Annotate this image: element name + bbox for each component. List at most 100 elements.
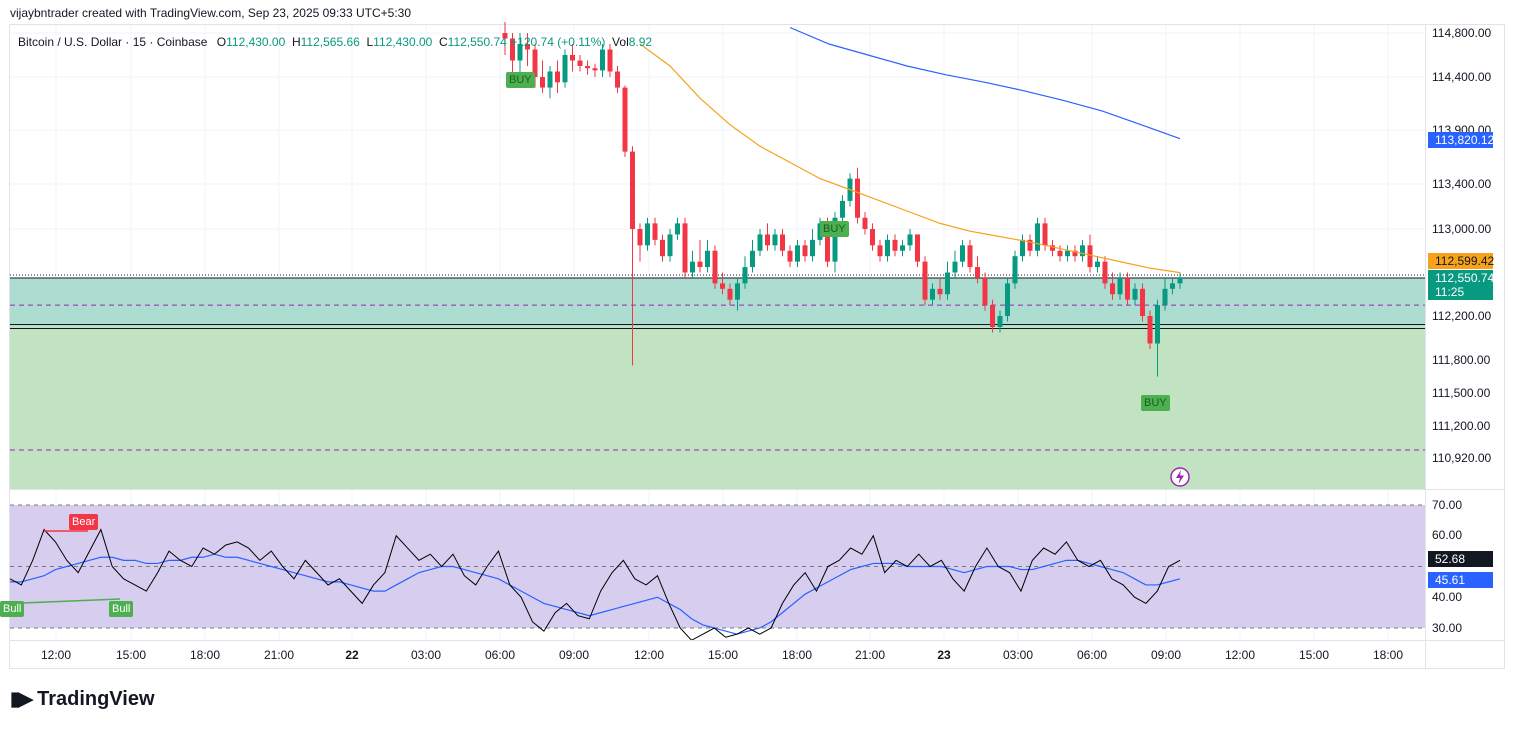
candle-body bbox=[592, 68, 598, 71]
time-tick-label: 15:00 bbox=[115, 648, 147, 662]
time-tick-label: 15:00 bbox=[707, 648, 739, 662]
candle-body bbox=[547, 71, 553, 88]
candle-body bbox=[1087, 245, 1093, 268]
candle-body bbox=[802, 245, 808, 257]
ohlc-legend: Bitcoin / U.S. Dollar · 15 · Coinbase O1… bbox=[18, 35, 652, 49]
candle-body bbox=[600, 49, 605, 71]
price-tick-label: 114,400.00 bbox=[1432, 70, 1492, 84]
candle-body bbox=[765, 234, 770, 246]
candle-body bbox=[1102, 261, 1108, 284]
candle-body bbox=[1072, 250, 1078, 257]
candle-body bbox=[1020, 239, 1025, 257]
price-tick-label: 111,500.00 bbox=[1432, 386, 1491, 400]
candle-body bbox=[1162, 288, 1168, 306]
candle-body bbox=[900, 245, 905, 251]
candle-body bbox=[660, 239, 665, 257]
ma-fast-line bbox=[639, 43, 1181, 274]
candle-body bbox=[1117, 277, 1123, 295]
buy-signal-2-label: BUY bbox=[823, 223, 846, 235]
candle-body bbox=[757, 234, 763, 251]
candle-body bbox=[952, 261, 958, 273]
candle-body bbox=[1170, 283, 1175, 289]
time-tick-label: 12:00 bbox=[40, 648, 72, 662]
time-tick-label: 12:00 bbox=[1224, 648, 1256, 662]
candle-body bbox=[577, 60, 583, 66]
bull-signal-2-label: Bull bbox=[112, 603, 131, 615]
lightning-icon[interactable] bbox=[1169, 466, 1191, 488]
bull-signal-1: Bull bbox=[0, 601, 25, 617]
ma-slow-line bbox=[789, 26, 1181, 140]
candle-body bbox=[1050, 245, 1055, 251]
time-tick-label: 21:00 bbox=[263, 648, 295, 662]
pane-separator[interactable] bbox=[9, 489, 1505, 490]
candle-body bbox=[840, 200, 845, 218]
price-tick-label: 111,200.00 bbox=[1432, 419, 1491, 433]
candle-body bbox=[645, 223, 650, 246]
candle-body bbox=[750, 250, 755, 268]
candle-body bbox=[720, 283, 725, 289]
price-tick-label: 113,400.00 bbox=[1432, 177, 1492, 191]
price-tick-label: 114,800.00 bbox=[1432, 26, 1492, 40]
candle-body bbox=[1065, 250, 1070, 257]
high-label: H bbox=[291, 35, 301, 49]
candle-body bbox=[772, 234, 778, 246]
rsi-ma-line bbox=[10, 553, 1181, 635]
last-price-badge: 112,550.74 11:25 bbox=[1428, 270, 1495, 300]
rsi-tick-label: 30.00 bbox=[1432, 621, 1463, 635]
last-price-value: 112,550.74 bbox=[1435, 271, 1495, 285]
price-tick-label: 113,000.00 bbox=[1432, 222, 1492, 236]
candle-body bbox=[630, 151, 635, 229]
candle-body bbox=[810, 239, 815, 257]
rsi-tick-label: 40.00 bbox=[1432, 590, 1463, 604]
bull-divergence-line bbox=[21, 598, 121, 604]
candle-body bbox=[1042, 223, 1048, 246]
ma-slow-value: 113,820.12 bbox=[1435, 133, 1495, 147]
brand-name: TradingView bbox=[37, 688, 155, 710]
candle-body bbox=[1080, 245, 1085, 257]
tradingview-logo[interactable]: ▮▶ TradingView bbox=[10, 688, 155, 711]
candle-body bbox=[945, 272, 950, 295]
rsi-ma-value: 45.61 bbox=[1435, 573, 1466, 587]
candle-body bbox=[1132, 288, 1138, 300]
candle-body bbox=[982, 277, 988, 306]
rsi-badge: 52.68 bbox=[1428, 551, 1493, 567]
candle-body bbox=[1035, 223, 1040, 251]
close-value: 112,550.74 bbox=[447, 35, 507, 49]
candle-body bbox=[855, 178, 860, 218]
symbol-title: Bitcoin / U.S. Dollar · 15 · Coinbase bbox=[18, 35, 208, 49]
change-value: +120.74 (+0.11%) bbox=[510, 35, 606, 49]
candle-body bbox=[922, 261, 928, 300]
rsi-ma-badge: 45.61 bbox=[1428, 572, 1493, 588]
low-value: 112,430.00 bbox=[373, 35, 433, 49]
ma-fast-value: 112,599.42 bbox=[1435, 254, 1495, 268]
candle-body bbox=[1012, 256, 1018, 284]
volume-label: Vol bbox=[612, 35, 629, 49]
candle-body bbox=[622, 87, 628, 152]
high-value: 112,565.66 bbox=[300, 35, 360, 49]
bull-signal-2: Bull bbox=[109, 601, 134, 617]
candle-body bbox=[667, 234, 673, 257]
time-tick-label: 03:00 bbox=[1002, 648, 1034, 662]
bear-signal: Bear bbox=[69, 514, 99, 530]
time-tick-label: 21:00 bbox=[854, 648, 886, 662]
price-tick-label: 112,200.00 bbox=[1432, 309, 1492, 323]
close-label: C bbox=[439, 35, 448, 49]
candle-body bbox=[780, 234, 785, 251]
low-label: L bbox=[366, 35, 374, 49]
time-tick-label: 22 bbox=[345, 648, 359, 662]
chart-frame bbox=[9, 24, 1505, 669]
upper-zone bbox=[10, 277, 1425, 327]
time-tick-label: 09:00 bbox=[1150, 648, 1182, 662]
rsi-value: 52.68 bbox=[1435, 552, 1466, 566]
lower-zone bbox=[10, 326, 1425, 489]
candle-body bbox=[1177, 277, 1183, 284]
candle-body bbox=[742, 267, 748, 284]
candle-body bbox=[510, 38, 515, 61]
candle-body bbox=[1027, 239, 1033, 251]
ma-fast-badge: 112,599.42 bbox=[1428, 253, 1495, 269]
candle-body bbox=[967, 245, 973, 268]
candle-body bbox=[607, 49, 613, 72]
candle-body bbox=[502, 33, 508, 39]
candle-body bbox=[517, 44, 523, 61]
